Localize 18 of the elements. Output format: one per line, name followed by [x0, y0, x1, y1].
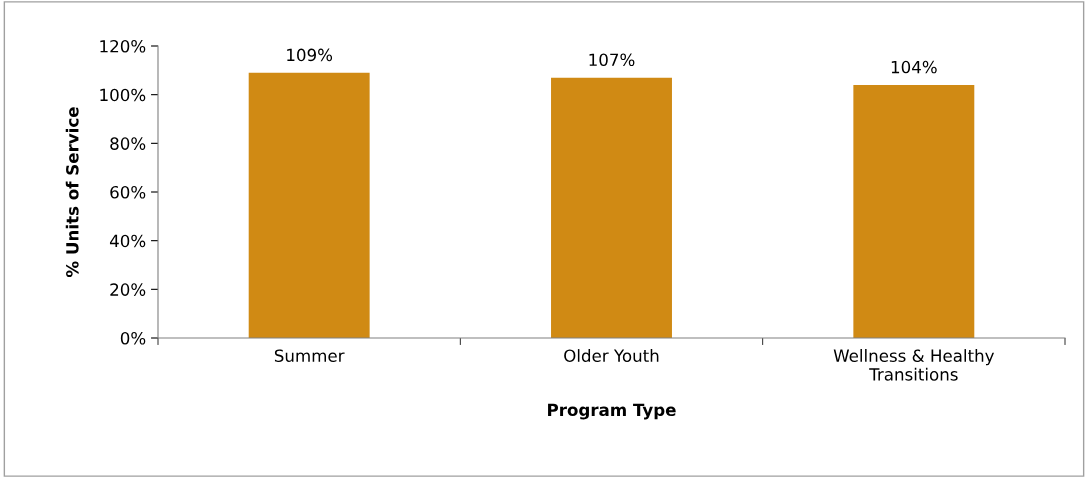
bar: [853, 84, 975, 338]
y-tick-label: 40%: [109, 234, 146, 248]
y-tick-label: 120%: [100, 39, 146, 53]
y-tick-label: 20%: [110, 283, 146, 296]
y-axis-title: % Units of Service: [65, 107, 79, 278]
y-tick-label: 60%: [110, 185, 146, 199]
bar: [551, 77, 672, 338]
data-label: 107%: [589, 53, 635, 67]
y-tick-label: 100%: [100, 88, 146, 102]
y-tick-label: 0%: [120, 331, 146, 345]
data-label: 109%: [287, 48, 333, 62]
data-label: 104%: [891, 60, 937, 74]
y-tick-label: 80%: [110, 137, 146, 150]
bar: [248, 72, 370, 338]
x-tick-label: Summer: [274, 349, 345, 363]
x-tick-label: Older Youth: [564, 349, 659, 363]
x-axis-title: Program Type: [548, 403, 676, 420]
x-tick-label: Wellness & Healthy Transitions: [833, 349, 995, 381]
